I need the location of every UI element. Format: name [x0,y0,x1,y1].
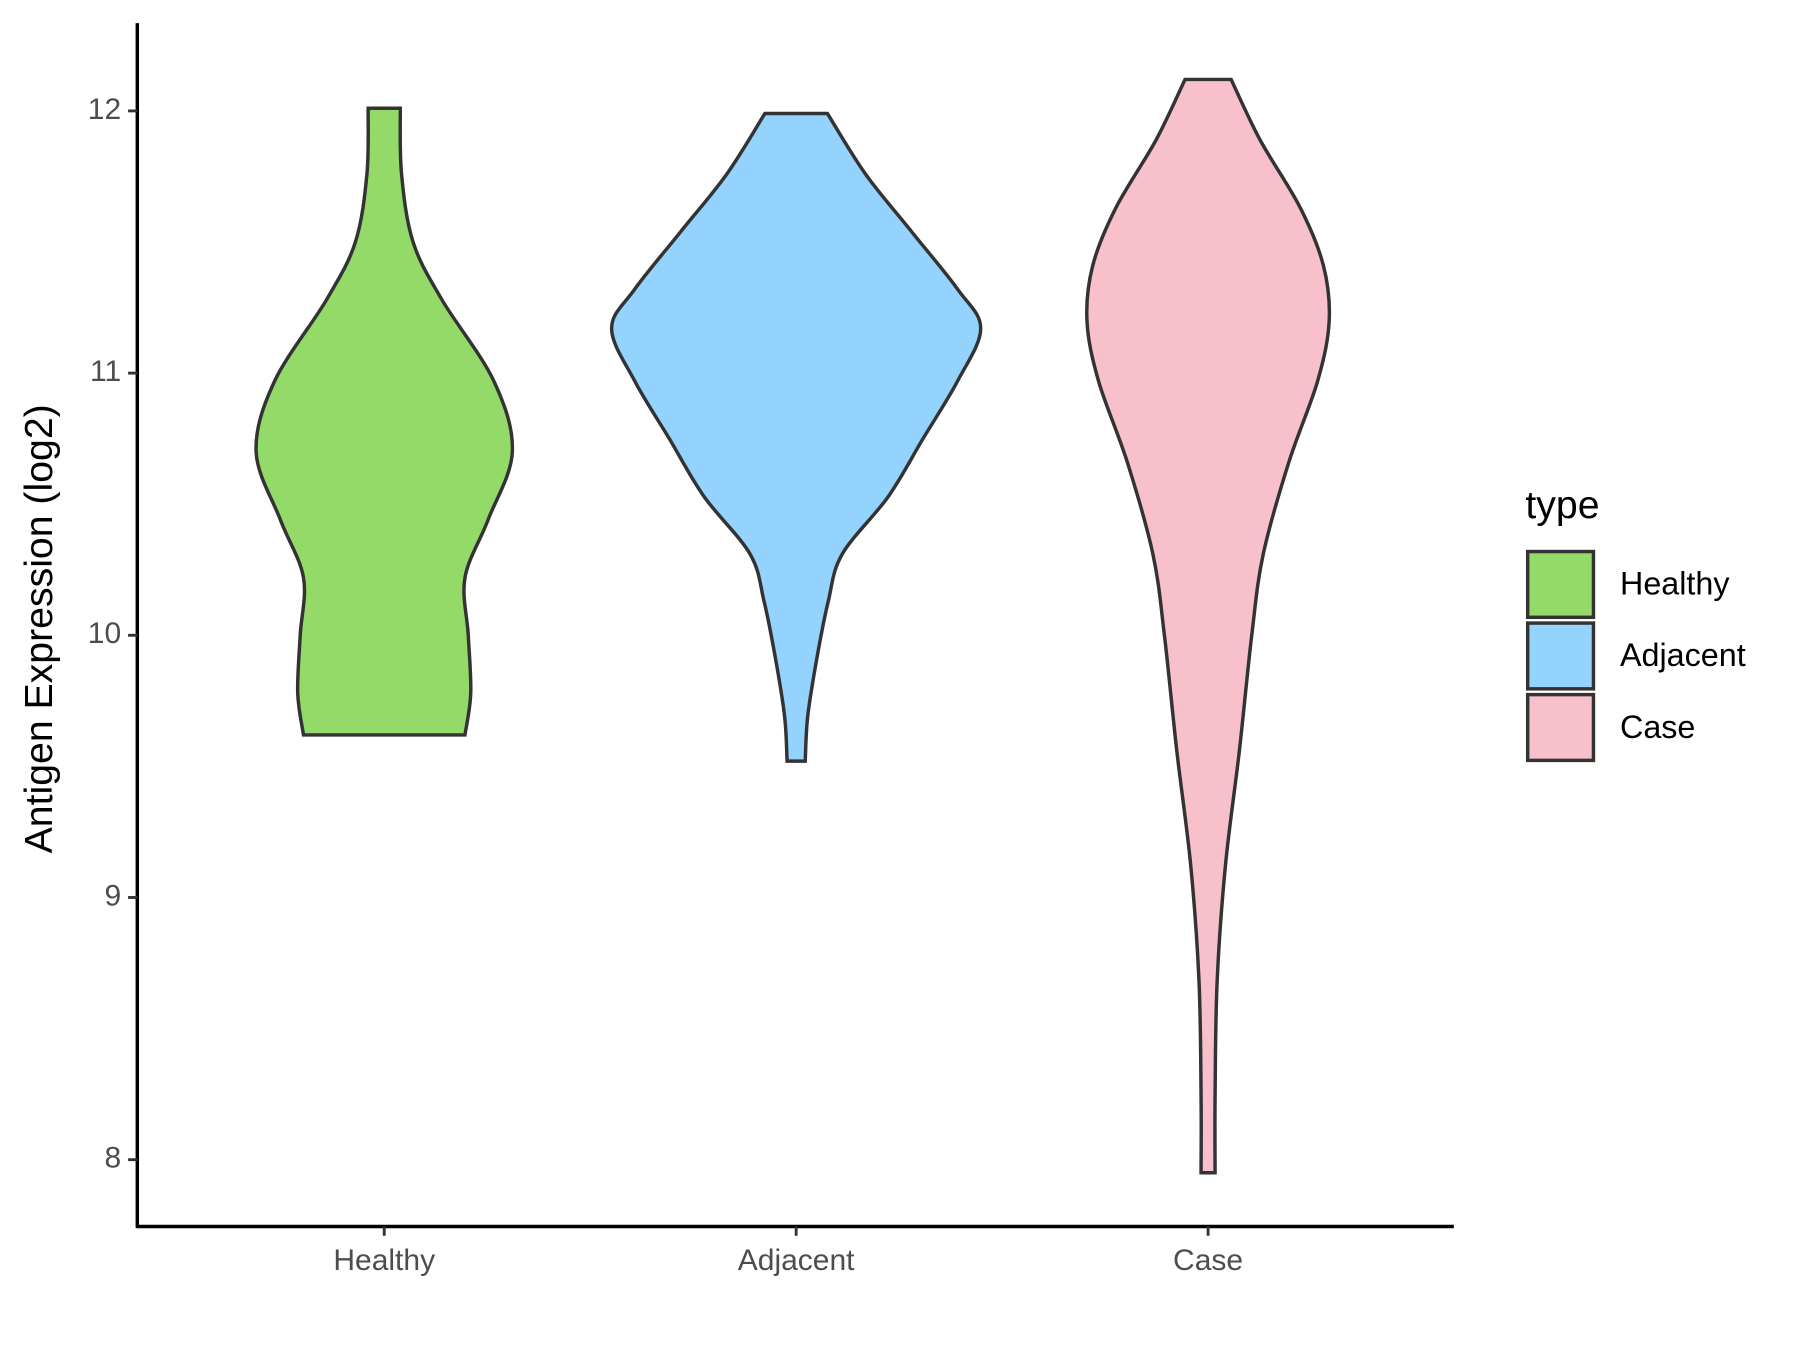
violin [1085,77,1332,1175]
legend-label: Adjacent [1620,637,1746,673]
y-tick-label: 12 [88,93,121,126]
legend-title: type [1525,483,1599,527]
y-axis-title: Antigen Expression (log2) [17,404,61,853]
y-tick-label: 11 [90,355,121,388]
violin [254,106,515,737]
x-tick-label: Case [1173,1244,1243,1277]
x-tick-label: Healthy [333,1244,435,1277]
y-tick-label: 10 [88,617,121,650]
legend-label: Healthy [1620,566,1730,602]
legend-label: Case [1620,709,1695,745]
violin [609,111,983,763]
legend-swatch [1525,621,1596,691]
legend-swatch [1525,549,1596,620]
legend-swatch [1525,692,1596,763]
y-tick-label: 8 [104,1142,121,1175]
x-tick-label: Adjacent [738,1244,855,1277]
y-tick-label: 9 [104,879,121,912]
